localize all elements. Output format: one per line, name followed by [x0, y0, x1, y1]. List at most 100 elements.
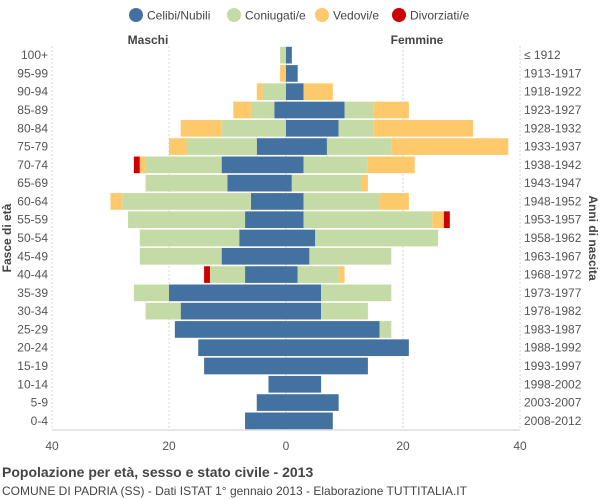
bar-female-vedovi	[379, 193, 409, 210]
age-group-label: 10-14	[17, 377, 48, 391]
age-group-label: 65-69	[17, 176, 48, 190]
bar-female-vedovi	[362, 174, 368, 192]
birth-year-label: 2003-2007	[524, 396, 582, 410]
birth-year-label: 1993-1997	[524, 359, 582, 373]
birth-year-label: 2008-2012	[524, 414, 582, 428]
y-axis-left-title: Fasce di età	[0, 203, 14, 272]
bar-female-celibi	[286, 193, 304, 210]
age-group-label: 40-44	[17, 268, 48, 282]
bar-male-celibi	[268, 375, 286, 393]
bar-female-celibi	[286, 46, 292, 64]
age-group-label: 0-4	[31, 414, 49, 428]
bar-female-coniugati	[326, 138, 392, 155]
males-label: Maschi	[128, 33, 169, 47]
bar-female-celibi	[286, 156, 304, 174]
bar-female-vedovi	[373, 119, 474, 137]
birth-year-label: 1943-1947	[524, 176, 582, 190]
bar-female-coniugati	[303, 211, 433, 229]
bar-female-celibi	[286, 394, 339, 411]
bar-male-coniugati	[262, 83, 286, 101]
age-group-label: 90-94	[17, 85, 48, 99]
bar-female-celibi	[286, 83, 304, 101]
bar-female-celibi	[286, 284, 322, 302]
birth-year-label: 1918-1922	[524, 85, 582, 99]
bar-female-coniugati	[338, 119, 374, 137]
bar-female-celibi	[286, 119, 339, 137]
bar-male-coniugati	[209, 266, 246, 283]
chart-subtitle: COMUNE DI PADRIA (SS) - Dati ISTAT 1° ge…	[2, 484, 467, 498]
age-group-label: 30-34	[17, 304, 48, 318]
age-group-label: 45-49	[17, 249, 48, 263]
bar-female-celibi	[286, 247, 310, 265]
bar-male-vedovi	[180, 119, 222, 137]
birth-year-label: 1953-1957	[524, 213, 582, 227]
bar-female-coniugati	[303, 156, 368, 174]
bar-male-celibi	[198, 339, 286, 357]
legend-marker-vedovi	[315, 8, 329, 22]
birth-year-label: 1923-1927	[524, 103, 582, 117]
bar-female-coniugati	[344, 101, 374, 119]
birth-year-label: 1998-2002	[524, 377, 582, 391]
age-group-label: 25-29	[17, 322, 48, 336]
x-axis-ticks: 40 20 0 20 40	[45, 439, 527, 453]
x-tick-label: 40	[513, 439, 527, 453]
birth-year-label: 1958-1962	[524, 231, 582, 245]
bar-male-coniugati	[128, 211, 246, 229]
bar-male-vedovi	[169, 138, 187, 155]
bar-female-celibi	[286, 357, 368, 375]
bar-male-vedovi	[233, 101, 251, 119]
age-group-label: 50-54	[17, 231, 48, 245]
bar-female-coniugati	[297, 266, 339, 283]
birth-year-label: ≤ 1912	[524, 48, 561, 62]
age-group-label: 15-19	[17, 359, 48, 373]
bar-female-coniugati	[291, 174, 363, 192]
bar-female-vedovi	[338, 266, 345, 283]
bar-male-celibi	[245, 266, 286, 283]
birth-year-label: 1938-1942	[524, 158, 582, 172]
birth-year-label: 1968-1972	[524, 268, 582, 282]
x-tick-label: 40	[45, 439, 59, 453]
bar-female-coniugati	[315, 229, 439, 247]
legend-marker-coniugati	[227, 8, 241, 22]
bar-female-celibi	[286, 211, 304, 229]
birth-year-label: 1978-1982	[524, 304, 582, 318]
age-group-label: 60-64	[17, 194, 48, 208]
bar-female-vedovi	[303, 83, 333, 101]
age-group-label: 35-39	[17, 286, 48, 300]
bar-female-vedovi	[391, 138, 509, 155]
legend-marker-divorziati	[392, 8, 406, 22]
bar-male-vedovi	[110, 193, 123, 210]
females-label: Femmine	[391, 33, 444, 47]
bar-male-vedovi	[256, 83, 263, 101]
bar-male-vedovi	[139, 156, 146, 174]
bar-male-celibi	[245, 211, 286, 229]
bars	[110, 46, 509, 430]
birth-year-label: 1913-1917	[524, 66, 582, 80]
bar-female-coniugati	[379, 321, 392, 338]
bar-male-coniugati	[122, 193, 251, 210]
bar-female-vedovi	[373, 101, 409, 119]
bar-male-coniugati	[221, 119, 286, 137]
age-group-label: 80-84	[17, 121, 48, 135]
bar-female-vedovi	[367, 156, 415, 174]
bar-male-celibi	[245, 412, 286, 430]
bar-male-coniugati	[145, 302, 181, 320]
bar-female-celibi	[286, 138, 327, 155]
birth-year-label: 1973-1977	[524, 286, 582, 300]
bar-female-vedovi	[432, 211, 444, 229]
x-tick-label: 20	[162, 439, 176, 453]
bar-male-coniugati	[186, 138, 257, 155]
bar-male-coniugati	[145, 174, 228, 192]
age-group-label: 100+	[21, 48, 48, 62]
birth-year-ticks: ≤ 1912 1913-1917 1918-1922 1923-1927 1928-19…	[524, 48, 582, 428]
legend: Celibi/Nubili Coniugati/e Vedovi/e Divorzia…	[129, 8, 470, 23]
bar-male-celibi	[250, 193, 286, 210]
birth-year-label: 1988-1992	[524, 341, 582, 355]
y-axis-right-title: Anni di nascita	[586, 195, 600, 281]
bar-male-coniugati	[133, 284, 169, 302]
bar-female-celibi	[286, 321, 380, 338]
bar-female-celibi	[286, 339, 409, 357]
bar-male-divorziati	[204, 266, 210, 283]
bar-male-celibi	[239, 229, 286, 247]
